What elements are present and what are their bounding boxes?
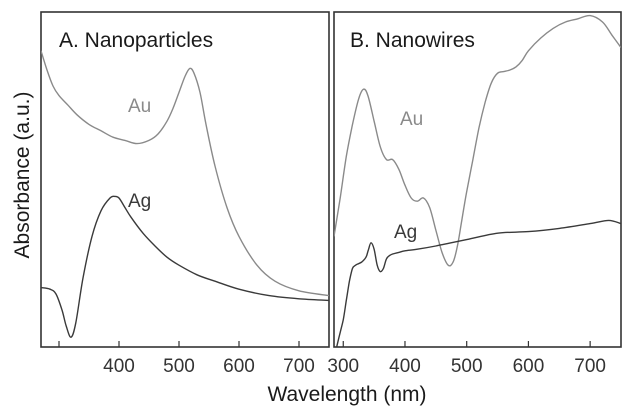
panel-a-series-ag-line xyxy=(41,195,329,338)
panel-b-series-au-label: Au xyxy=(400,109,423,130)
panel-a-series-au-line xyxy=(41,50,329,297)
panel-b-x-tick-label: 300 xyxy=(327,356,359,377)
panel-a-frame xyxy=(40,11,330,348)
panel-b-series-au-line xyxy=(334,14,621,267)
panel-b-x-tick-label: 400 xyxy=(389,356,421,377)
panel-b-frame xyxy=(333,11,622,348)
panel-b-series-ag-label: Ag xyxy=(394,222,417,243)
panel-a-series-au-label: Au xyxy=(128,96,151,117)
panel-b-series-ag-line xyxy=(335,219,621,347)
panel-b: B. Nanowires 300 400 500 600 700 Au Ag xyxy=(327,11,622,377)
panel-b-x-tick-label: 700 xyxy=(574,356,606,377)
panel-a-x-tick-label: 600 xyxy=(223,356,255,377)
panel-b-x-tick-label: 600 xyxy=(513,356,545,377)
panel-a-x-tick-label: 400 xyxy=(103,356,135,377)
panel-a-series-ag-label: Ag xyxy=(128,191,151,212)
y-axis-label: Absorbance (a.u.) xyxy=(11,92,34,259)
panel-a-x-tick-label: 500 xyxy=(163,356,195,377)
x-axis-label: Wavelength (nm) xyxy=(267,383,426,406)
panel-a: A. Nanoparticles 400 500 600 700 Au Ag xyxy=(40,11,330,377)
panel-a-title: A. Nanoparticles xyxy=(59,29,213,52)
panel-a-x-tick-label: 700 xyxy=(283,356,315,377)
panel-b-x-tick-label: 500 xyxy=(451,356,483,377)
panel-b-title: B. Nanowires xyxy=(350,29,475,52)
